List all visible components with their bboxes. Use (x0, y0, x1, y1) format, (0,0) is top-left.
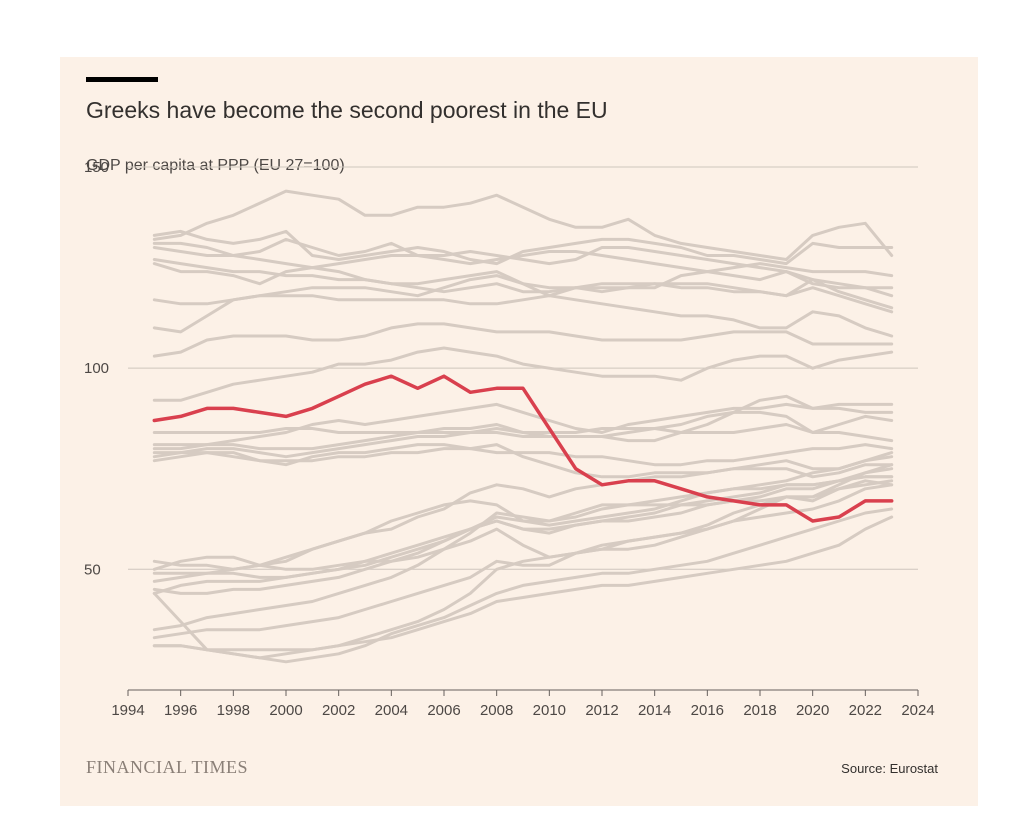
series-line-9 (152, 322, 894, 358)
chart-title: Greeks have become the second poorest in… (86, 97, 608, 123)
series-line-16 (152, 443, 894, 479)
series-line-15 (152, 443, 894, 467)
series-line-12 (152, 402, 894, 447)
x-tick-label: 2016 (691, 702, 724, 719)
financial-times-logo: FINANCIAL TIMES (86, 757, 249, 777)
greece-series (152, 374, 894, 523)
series-line-2 (152, 229, 894, 266)
x-tick-label: 2004 (375, 702, 408, 719)
x-tick-label: 2010 (533, 702, 566, 719)
series-line-4 (152, 246, 894, 298)
series-line-21 (152, 479, 894, 595)
series-line-14 (152, 423, 894, 459)
series-line-1 (152, 189, 894, 261)
series-line-11 (152, 394, 894, 443)
source-note: Source: Eurostat (841, 761, 938, 776)
x-tick-label: 2014 (638, 702, 671, 719)
greece-line (152, 374, 894, 523)
line-chart: 50 100 150 1994 1996 1998 2000 2002 2004 2006 200… (84, 159, 935, 719)
x-tick-label: 2022 (849, 702, 882, 719)
x-tick-label: 2002 (322, 702, 355, 719)
other-countries-series (152, 189, 894, 664)
series-line-22 (152, 455, 894, 632)
x-tick-label: 1998 (217, 702, 250, 719)
series-line-25 (152, 507, 894, 664)
x-tick-label: 2000 (269, 702, 302, 719)
series-line-7 (152, 274, 894, 306)
y-tick-label: 150 (84, 159, 109, 176)
accent-bar (86, 77, 158, 82)
series-line-24 (152, 463, 894, 640)
x-tick-label: 2024 (901, 702, 934, 719)
series-line-23 (152, 475, 894, 595)
x-tick-label: 2018 (743, 702, 776, 719)
series-line-20 (152, 479, 894, 571)
chart-card: Greeks have become the second poorest in… (60, 57, 978, 806)
series-line-3 (152, 237, 894, 310)
x-tick-label: 1996 (164, 702, 197, 719)
series-line-8 (152, 294, 894, 338)
series-line-10 (152, 346, 894, 402)
series-line-17 (152, 463, 894, 571)
series-line-6 (152, 262, 894, 294)
gridlines: 50 100 150 (84, 159, 918, 578)
x-tick-label: 2006 (427, 702, 460, 719)
x-tick-label: 2008 (480, 702, 513, 719)
y-tick-label: 50 (84, 561, 101, 578)
series-line-27 (152, 483, 894, 660)
x-axis: 1994 1996 1998 2000 2002 2004 2006 2008 2010 2012… (111, 689, 935, 719)
x-tick-label: 1994 (111, 702, 144, 719)
x-tick-label: 2012 (585, 702, 618, 719)
y-tick-label: 100 (84, 360, 109, 377)
series-line-26 (152, 515, 894, 652)
x-tick-label: 2020 (796, 702, 829, 719)
chart-subtitle: GDP per capita at PPP (EU 27=100) (86, 157, 345, 174)
